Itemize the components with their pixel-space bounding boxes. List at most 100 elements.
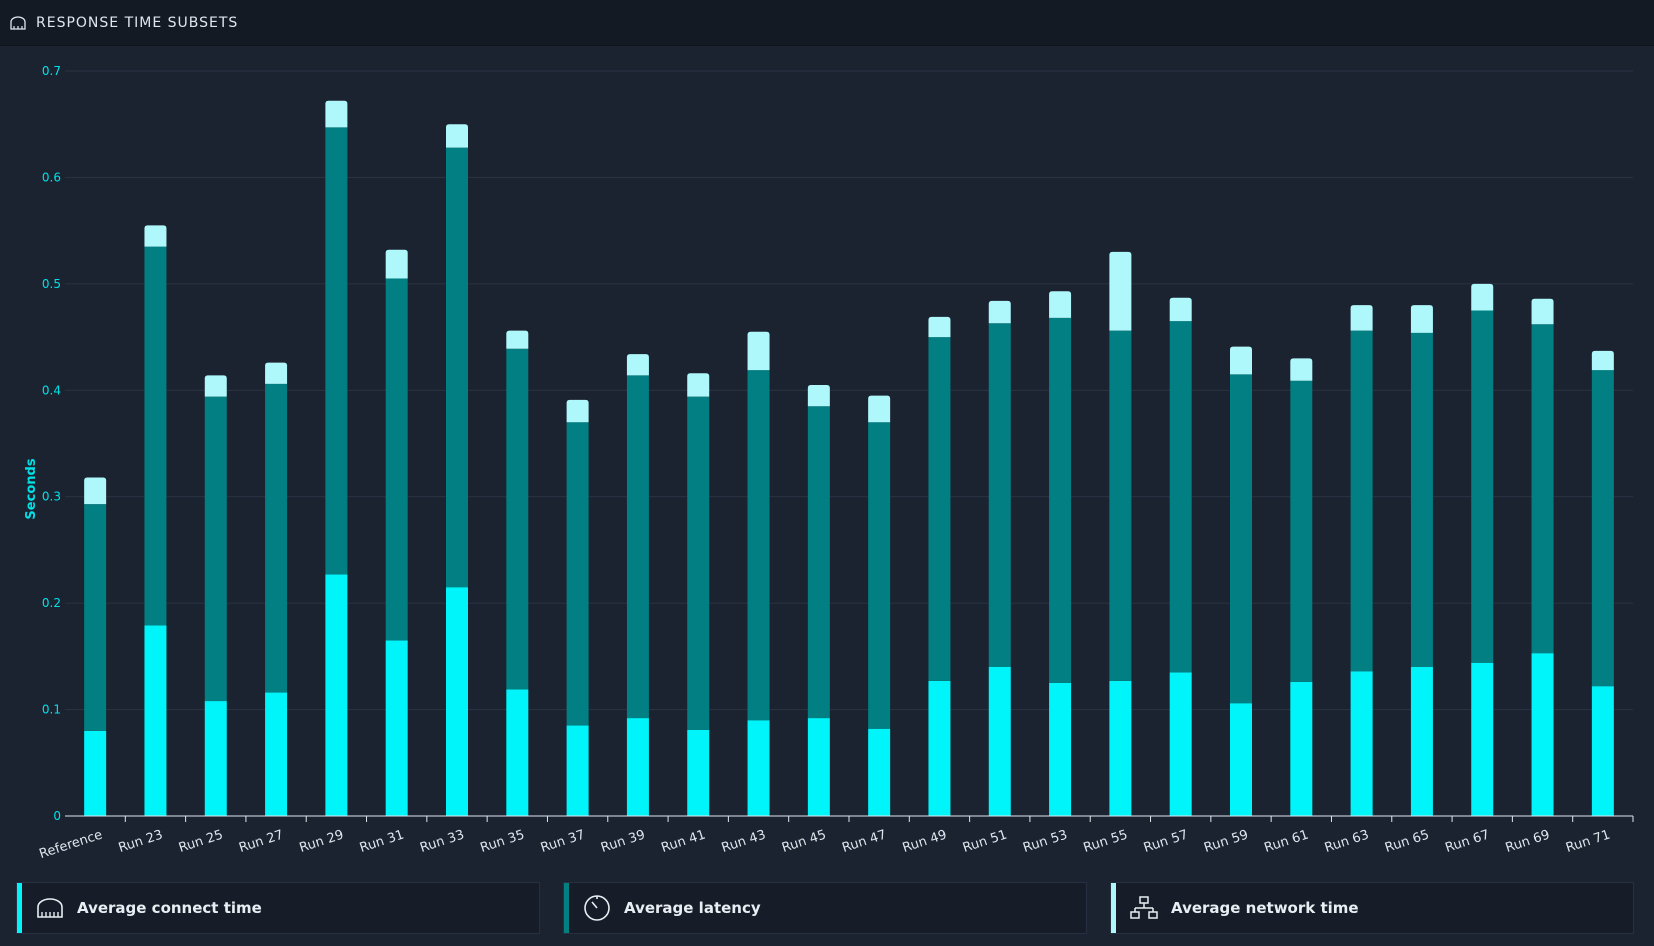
legend-item-connect-time[interactable]: Average connect time [16, 882, 540, 934]
bar-segment-connect-time[interactable] [506, 689, 529, 816]
bar-segment-connect-time[interactable] [1531, 653, 1554, 816]
bar-segment-latency[interactable] [204, 396, 227, 702]
bar-segment-connect-time[interactable] [626, 718, 649, 816]
bar-segment-latency[interactable] [1049, 317, 1072, 683]
bar-segment-network-time[interactable] [988, 300, 1011, 324]
bar-segment-connect-time[interactable] [1410, 667, 1433, 816]
bar-segment-latency[interactable] [265, 383, 288, 693]
bar-segment-latency[interactable] [1169, 321, 1192, 673]
bar-segment-connect-time[interactable] [747, 720, 770, 816]
bar-segment-connect-time[interactable] [325, 574, 348, 816]
bar-segment-network-time[interactable] [1049, 291, 1072, 318]
bar-segment-connect-time[interactable] [1591, 686, 1614, 816]
x-tick-label: Run 25 [177, 828, 225, 856]
bar-segment-latency[interactable] [1109, 330, 1132, 681]
legend-color-swatch [17, 883, 22, 933]
bar-segment-latency[interactable] [144, 246, 167, 626]
legend-color-swatch [564, 883, 569, 933]
panel-header: RESPONSE TIME SUBSETS [0, 0, 1654, 46]
bar-segment-network-time[interactable] [1410, 305, 1433, 333]
bar-segment-latency[interactable] [1531, 324, 1554, 654]
bar-segment-connect-time[interactable] [1290, 681, 1313, 816]
bar-segment-network-time[interactable] [144, 225, 167, 247]
bar-segment-connect-time[interactable] [928, 680, 951, 816]
bar-segment-latency[interactable] [1230, 374, 1252, 704]
bar-segment-connect-time[interactable] [1169, 672, 1192, 816]
bar-segment-network-time[interactable] [687, 373, 710, 397]
gridlines [65, 70, 1633, 711]
bar-segment-connect-time[interactable] [988, 667, 1011, 816]
bar-segment-network-time[interactable] [1290, 358, 1313, 381]
bar-segment-network-time[interactable] [446, 124, 468, 148]
bar-segment-latency[interactable] [747, 370, 770, 721]
x-tick-label: Run 29 [298, 828, 346, 856]
y-tick-label: 0.1 [42, 703, 61, 717]
bar-segment-latency[interactable] [506, 348, 529, 690]
bar-segment-latency[interactable] [1591, 370, 1614, 687]
bar-segment-connect-time[interactable] [84, 730, 107, 816]
legend-item-latency[interactable]: Average latency [563, 882, 1087, 934]
bar-segment-connect-time[interactable] [446, 587, 468, 816]
bar-segment-network-time[interactable] [1531, 298, 1554, 325]
bar-segment-network-time[interactable] [566, 399, 589, 423]
bar-segment-network-time[interactable] [84, 477, 107, 505]
bar-segment-latency[interactable] [928, 337, 951, 681]
bar-segment-connect-time[interactable] [566, 725, 589, 816]
bar-segment-network-time[interactable] [506, 330, 529, 349]
x-axis: Reference Run 23 Run 25 Run 27 Run 29 Run 31 R… [37, 815, 1634, 862]
bar-segment-latency[interactable] [1471, 310, 1494, 663]
bar-segment-latency[interactable] [566, 422, 589, 726]
bar-segment-network-time[interactable] [1350, 305, 1373, 331]
bar-segment-connect-time[interactable] [1471, 662, 1494, 816]
bar-segment-connect-time[interactable] [807, 718, 830, 816]
bar-segment-connect-time[interactable] [868, 728, 891, 816]
bar-segment-latency[interactable] [1290, 380, 1313, 682]
bar-segment-latency[interactable] [687, 396, 710, 730]
bar-segment-network-time[interactable] [807, 384, 830, 407]
bar-segment-connect-time[interactable] [1109, 680, 1132, 816]
bar-segment-network-time[interactable] [1109, 251, 1132, 331]
bar-segment-network-time[interactable] [1230, 346, 1252, 375]
bar-segment-network-time[interactable] [265, 362, 288, 384]
bar-segment-latency[interactable] [1410, 332, 1433, 667]
y-tick-label: 0.5 [42, 277, 61, 291]
bar-segment-latency[interactable] [385, 278, 408, 641]
legend: Average connect time Average latency [16, 882, 1636, 936]
bar-segment-connect-time[interactable] [265, 692, 288, 816]
y-tick-label: 0.6 [42, 170, 61, 184]
bar-segment-network-time[interactable] [747, 331, 770, 371]
x-tick-label: Run 41 [659, 828, 707, 856]
bar-segment-latency[interactable] [446, 147, 468, 588]
x-tick-label: Run 67 [1443, 828, 1491, 856]
bar-segment-connect-time[interactable] [144, 625, 167, 816]
bar-segment-network-time[interactable] [928, 316, 951, 338]
bar-segment-latency[interactable] [325, 127, 348, 575]
bar-segment-latency[interactable] [626, 375, 649, 719]
x-tick-label: Run 27 [237, 828, 285, 856]
bar-segment-connect-time[interactable] [1230, 703, 1252, 816]
bar-segment-network-time[interactable] [868, 395, 891, 423]
bar-segment-network-time[interactable] [1169, 297, 1192, 322]
legend-item-network-time[interactable]: Average network time [1110, 882, 1634, 934]
bar-segment-network-time[interactable] [1591, 350, 1614, 371]
bar-segment-latency[interactable] [807, 406, 830, 719]
bar-segment-connect-time[interactable] [204, 701, 227, 816]
bar-segment-network-time[interactable] [325, 100, 348, 128]
bar-segment-latency[interactable] [868, 422, 891, 729]
bar-segment-connect-time[interactable] [1049, 682, 1072, 816]
bar-segment-latency[interactable] [988, 323, 1011, 667]
latency-icon [582, 894, 612, 922]
x-tick-label: Run 39 [599, 828, 647, 856]
y-tick-label: 0.4 [42, 383, 61, 397]
bar-segment-connect-time[interactable] [1350, 671, 1373, 816]
y-tick-label: 0.3 [42, 490, 61, 504]
x-tick-label: Run 59 [1202, 828, 1250, 856]
bar-segment-latency[interactable] [1350, 330, 1373, 672]
bar-segment-latency[interactable] [84, 504, 107, 731]
bar-segment-connect-time[interactable] [687, 729, 710, 816]
bar-segment-network-time[interactable] [1471, 283, 1494, 311]
bar-segment-network-time[interactable] [385, 249, 408, 279]
bar-segment-network-time[interactable] [626, 354, 649, 376]
bar-segment-connect-time[interactable] [385, 640, 408, 816]
bar-segment-network-time[interactable] [204, 375, 227, 397]
